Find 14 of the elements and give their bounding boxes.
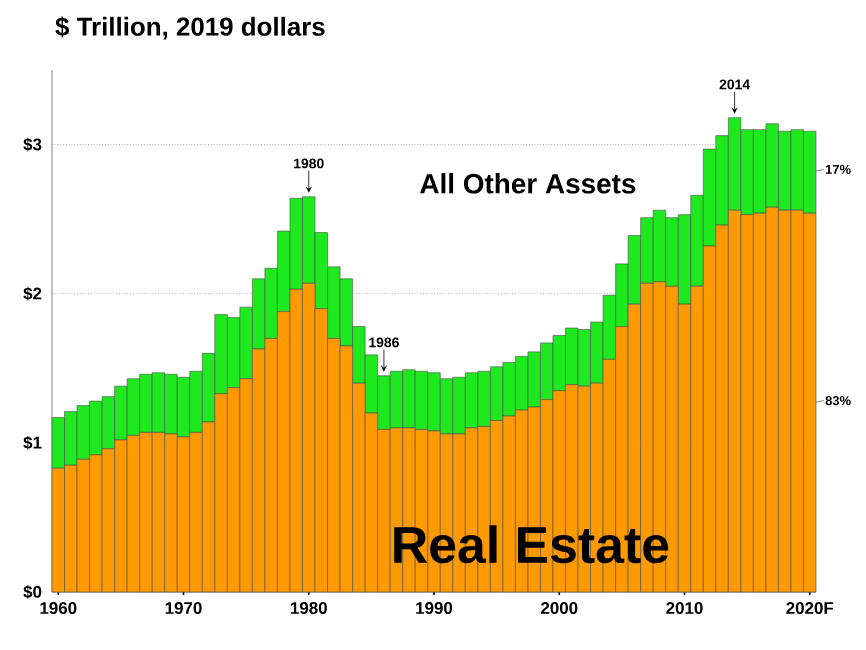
series-label: Real Estate [394, 525, 669, 564]
series-label: All Other Assets [420, 173, 636, 194]
x-tick-label: 1960 [40, 602, 77, 615]
x-tick-label: 2000 [541, 602, 578, 615]
y-tick-label: $2 [23, 286, 42, 301]
chart-title: $ Trillion, 2019 dollars [55, 16, 325, 40]
y-tick-label: $0 [23, 585, 42, 599]
x-tick-label: 1970 [165, 602, 202, 615]
x-tick-label: 1980 [290, 602, 327, 615]
x-tick-label: 2020F [786, 602, 834, 615]
y-tick-label: $1 [23, 435, 42, 450]
y-tick-label: $3 [23, 137, 42, 152]
x-tick-label: 1990 [416, 602, 453, 615]
x-tick-label: 2010 [666, 602, 703, 615]
